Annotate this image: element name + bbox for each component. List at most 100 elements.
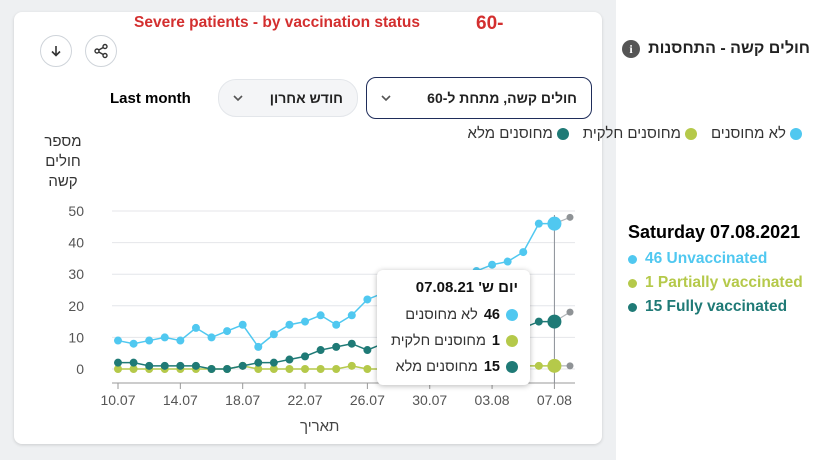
period-caption: Last month — [110, 90, 191, 107]
data-point — [547, 314, 562, 329]
legend-item-partial[interactable]: מחוסנים חלקית — [583, 125, 697, 142]
side-dot — [628, 278, 637, 288]
data-point — [332, 342, 341, 351]
y-tick-label: 40 — [68, 235, 84, 251]
x-tick-label: 03.08 — [475, 392, 510, 408]
period-select[interactable]: חודש אחרון — [218, 79, 358, 117]
data-point — [254, 342, 263, 351]
x-axis-title: תאריך — [300, 418, 340, 435]
y-tick-label: 10 — [68, 329, 84, 345]
legend-label: מחוסנים מלא — [467, 125, 553, 142]
data-point — [269, 358, 278, 367]
download-button[interactable] — [40, 35, 72, 67]
data-point — [503, 257, 512, 266]
x-tick-label: 22.07 — [288, 392, 323, 408]
y-tick-label: 50 — [68, 203, 84, 219]
tooltip-row-full: 15 מחוסנים מלא — [385, 354, 518, 380]
tooltip-value: 1 — [491, 333, 500, 349]
y-axis-title: מספר חולים קשה — [44, 133, 82, 190]
x-tick-label: 18.07 — [225, 392, 260, 408]
data-point — [566, 308, 574, 316]
tooltip-dot — [506, 309, 518, 321]
metric-select-value: חולים קשה, מתחת ל-60 — [427, 90, 577, 106]
age-annotation: 60- — [476, 13, 504, 34]
data-point — [534, 317, 543, 326]
data-point — [363, 295, 372, 304]
y-tick-label: 0 — [76, 361, 84, 377]
data-point — [301, 365, 310, 373]
chevron-down-icon — [381, 95, 391, 102]
data-point — [207, 333, 216, 342]
data-point — [285, 355, 294, 364]
data-point — [316, 346, 325, 355]
legend-item-unvaccinated[interactable]: לא מחוסנים — [711, 125, 802, 142]
data-point — [285, 365, 294, 373]
data-point — [547, 216, 562, 231]
tooltip-label: מחוסנים חלקית — [391, 333, 486, 349]
data-point — [301, 317, 310, 326]
legend-label: לא מחוסנים — [710, 125, 786, 142]
data-point — [347, 311, 356, 320]
english-title-annotation: Severe patients - by vaccination status — [134, 14, 420, 31]
data-point — [223, 327, 232, 336]
data-point — [223, 365, 232, 373]
x-tick-label: 10.07 — [100, 392, 135, 408]
data-point — [129, 339, 138, 348]
metric-select[interactable]: חולים קשה, מתחת ל-60 — [366, 77, 592, 119]
tooltip-dot — [506, 361, 518, 373]
data-point — [145, 336, 154, 345]
side-dot — [628, 302, 637, 312]
data-point — [114, 336, 122, 345]
data-point — [566, 213, 574, 221]
data-point — [316, 365, 325, 373]
data-point — [160, 333, 169, 342]
share-icon — [94, 43, 108, 59]
data-point — [488, 260, 497, 269]
data-point — [285, 320, 294, 329]
data-point — [191, 361, 200, 370]
tooltip-value: 46 — [483, 307, 500, 323]
y-tick-label: 30 — [68, 266, 84, 282]
chart-legend: לא מחוסנים מחוסנים חלקית מחוסנים מלא — [468, 125, 802, 142]
chevron-down-icon — [233, 95, 243, 102]
x-tick-label: 07.08 — [537, 392, 572, 408]
legend-label: מחוסנים חלקית — [582, 125, 681, 142]
data-point — [129, 365, 138, 373]
data-point — [347, 339, 356, 348]
info-icon[interactable]: i — [622, 40, 641, 58]
side-row-unvaccinated: 46 Unvaccinated — [628, 250, 803, 268]
tooltip-title: יום ש' 07.08.21 — [415, 279, 518, 296]
data-point — [363, 346, 372, 355]
tooltip-value: 15 — [483, 359, 500, 375]
data-point — [547, 358, 562, 373]
x-tick-label: 26.07 — [350, 392, 385, 408]
side-text: 1 Partially vaccinated — [645, 274, 803, 291]
card-title: חולים קשה - התחסנות i — [622, 40, 810, 58]
share-button[interactable] — [85, 35, 117, 67]
tooltip-label: לא מחוסנים — [405, 307, 478, 323]
data-point — [254, 365, 263, 373]
data-point — [566, 362, 574, 370]
side-date: Saturday 07.08.2021 — [628, 222, 801, 242]
data-point — [269, 365, 278, 373]
data-point — [332, 365, 341, 373]
side-summary: Saturday 07.08.2021 46 Unvaccinated 1 Pa… — [628, 222, 803, 322]
data-point — [332, 320, 341, 329]
card-title-text: חולים קשה - התחסנות — [648, 40, 810, 57]
side-row-partial: 1 Partially vaccinated — [628, 274, 803, 292]
data-point — [114, 358, 122, 367]
side-text: 15 Fully vaccinated — [645, 298, 788, 315]
data-point — [534, 219, 543, 228]
data-point — [176, 336, 185, 345]
data-point — [254, 358, 263, 367]
legend-item-full[interactable]: מחוסנים מלא — [468, 125, 569, 142]
data-point — [519, 248, 528, 257]
data-point — [129, 358, 138, 367]
period-select-value: חודש אחרון — [269, 90, 343, 106]
data-point — [316, 311, 325, 320]
legend-dot — [684, 127, 697, 140]
side-dot — [628, 254, 637, 264]
data-point — [363, 365, 372, 373]
tooltip-label: מחוסנים מלא — [395, 359, 478, 375]
data-point — [114, 365, 122, 373]
